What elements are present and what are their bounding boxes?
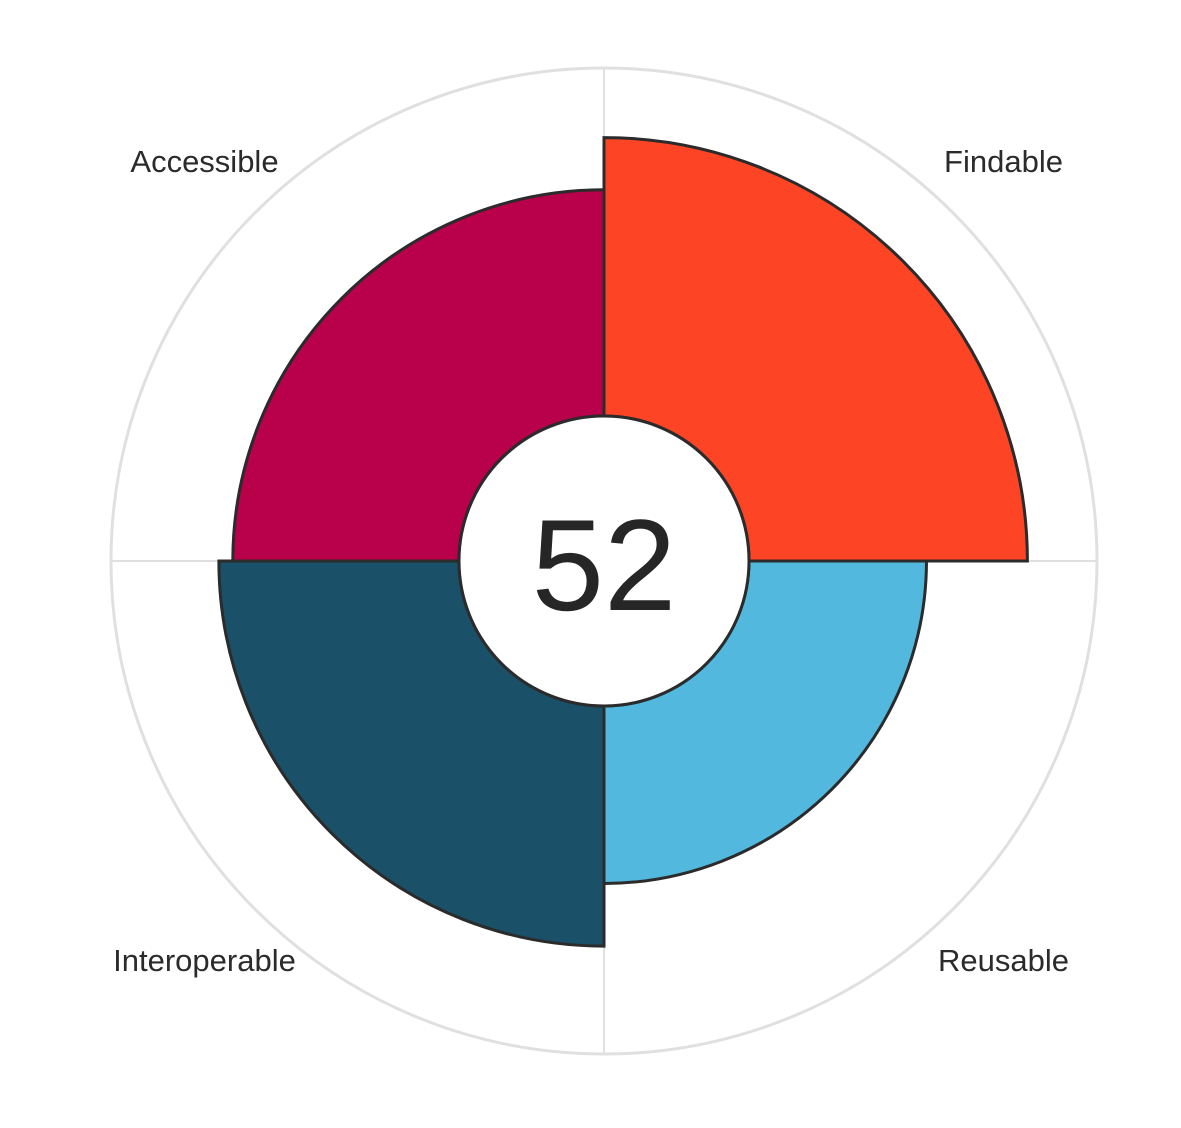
center-circle: [457, 414, 751, 708]
bars: [217, 136, 1029, 948]
category-labels: Findable Reusable Interoperable Accessible: [113, 144, 1069, 978]
label-reusable: Reusable: [938, 943, 1069, 978]
label-accessible: Accessible: [130, 144, 278, 179]
label-findable: Findable: [944, 144, 1063, 179]
center-score: 52: [532, 492, 677, 638]
label-interoperable: Interoperable: [113, 943, 296, 978]
